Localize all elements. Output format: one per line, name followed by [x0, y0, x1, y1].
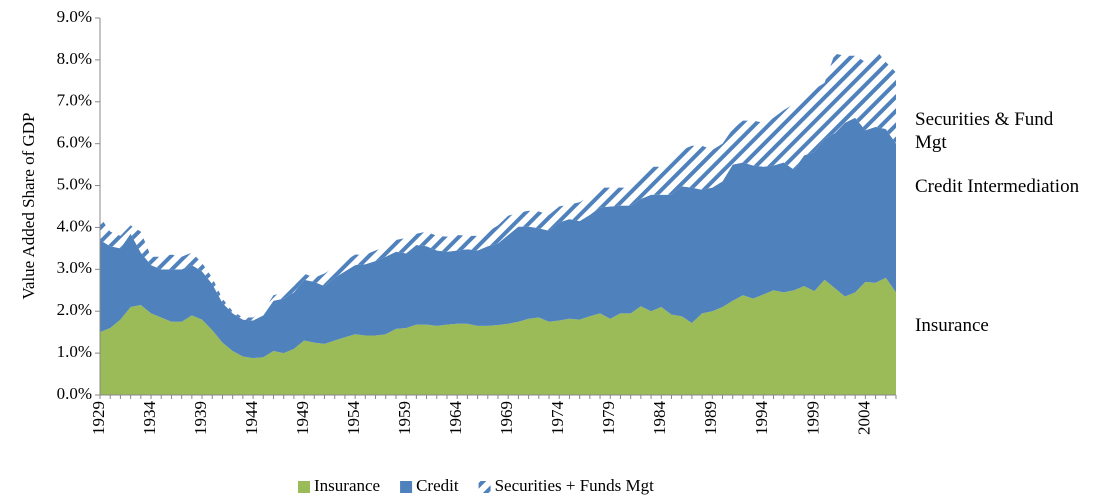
legend-swatch — [478, 481, 491, 493]
y-tick-label: 8.0% — [57, 49, 92, 68]
x-tick-label: 1974 — [548, 401, 567, 436]
x-tick-label: 1969 — [497, 401, 516, 435]
annotation: Securities & Fund Mgt — [915, 109, 1054, 153]
y-tick-label: 4.0% — [57, 216, 92, 235]
x-tick-label: 1949 — [293, 401, 312, 435]
y-tick-label: 5.0% — [57, 174, 92, 193]
legend-swatch — [400, 481, 413, 493]
x-tick-label: 1979 — [599, 401, 618, 435]
legend-label: Credit — [416, 476, 459, 495]
x-tick-label: 1999 — [803, 401, 822, 435]
area — [100, 277, 896, 395]
x-tick-label: 1939 — [191, 401, 210, 435]
x-tick-label: 1989 — [701, 401, 720, 435]
annotation: Credit Intermediation — [915, 176, 1080, 197]
x-tick-label: 1954 — [344, 401, 363, 436]
x-tick-label: 1984 — [650, 401, 669, 436]
annotation: Insurance — [915, 315, 989, 336]
x-tick-label: 1934 — [140, 401, 159, 436]
y-tick-label: 0.0% — [57, 384, 92, 403]
legend-swatch — [298, 481, 310, 493]
x-tick-label: 1929 — [89, 401, 108, 435]
y-tick-label: 7.0% — [57, 91, 92, 110]
y-tick-label: 9.0% — [57, 7, 92, 26]
legend-label: Insurance — [314, 476, 380, 495]
y-tick-label: 1.0% — [57, 342, 92, 361]
y-axis-label: Value Added Share of GDP — [19, 113, 38, 300]
y-tick-label: 2.0% — [57, 300, 92, 319]
y-tick-label: 6.0% — [57, 133, 92, 152]
x-tick-label: 1944 — [242, 401, 261, 436]
x-tick-label: 1964 — [446, 401, 465, 436]
x-tick-label: 1959 — [395, 401, 414, 435]
area — [100, 117, 896, 359]
legend-label: Securities + Funds Mgt — [495, 476, 655, 495]
x-tick-label: 1994 — [752, 401, 771, 436]
y-tick-label: 3.0% — [57, 258, 92, 277]
x-tick-label: 2004 — [854, 401, 873, 436]
